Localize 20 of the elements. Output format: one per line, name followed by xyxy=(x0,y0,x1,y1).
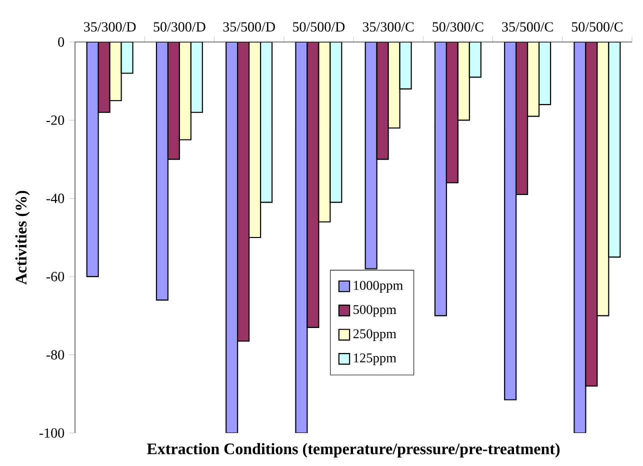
legend-label: 250ppm xyxy=(353,329,396,341)
legend-label: 500ppm xyxy=(354,305,396,317)
legend-label: 1000ppm xyxy=(354,280,403,293)
y-tick-label: -40 xyxy=(46,194,64,204)
x-tick-label: 35/300/D xyxy=(84,22,136,32)
y-axis-title: Activities (%) xyxy=(15,190,30,285)
x-tick-label: 50/300/C xyxy=(432,22,484,32)
x-tick-label: 50/500/D xyxy=(293,22,345,32)
y-tick-label: -60 xyxy=(46,272,64,282)
x-tick-label: 50/300/D xyxy=(154,22,206,32)
y-tick-label: -100 xyxy=(39,428,64,438)
x-tick-label: 35/300/C xyxy=(362,22,414,32)
legend-label: 125ppm xyxy=(354,353,396,366)
y-tick-label: 0 xyxy=(58,37,64,47)
x-tick-label: 35/500/C xyxy=(502,22,553,32)
x-axis-title: Extraction Conditions (temperature/pressure/pre-treatment) xyxy=(146,443,560,458)
x-tick-label: 35/500/D xyxy=(223,22,275,32)
x-tick-label: 50/500/C xyxy=(572,22,622,32)
y-tick-label: -80 xyxy=(46,350,64,360)
y-tick-label: -20 xyxy=(46,115,64,125)
